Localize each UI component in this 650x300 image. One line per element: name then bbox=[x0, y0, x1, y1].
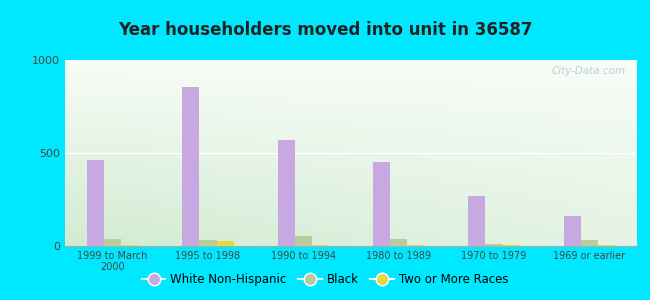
Text: Year householders moved into unit in 36587: Year householders moved into unit in 365… bbox=[118, 21, 532, 39]
Bar bbox=[373, 162, 390, 246]
Bar bbox=[486, 244, 502, 246]
Bar bbox=[390, 239, 408, 246]
Bar bbox=[294, 236, 312, 246]
Bar bbox=[468, 196, 486, 246]
Bar bbox=[564, 216, 580, 246]
Bar bbox=[580, 240, 598, 246]
Bar bbox=[200, 240, 216, 246]
Bar bbox=[87, 160, 104, 246]
Bar bbox=[598, 245, 615, 246]
Bar bbox=[216, 241, 234, 246]
Bar bbox=[502, 245, 520, 246]
Legend: White Non-Hispanic, Black, Two or More Races: White Non-Hispanic, Black, Two or More R… bbox=[137, 269, 513, 291]
Bar bbox=[408, 245, 424, 246]
Bar bbox=[122, 244, 138, 246]
Bar bbox=[312, 245, 329, 246]
Text: City-Data.com: City-Data.com bbox=[551, 66, 625, 76]
Bar bbox=[104, 239, 122, 246]
Bar bbox=[182, 87, 200, 246]
Bar bbox=[278, 140, 294, 246]
